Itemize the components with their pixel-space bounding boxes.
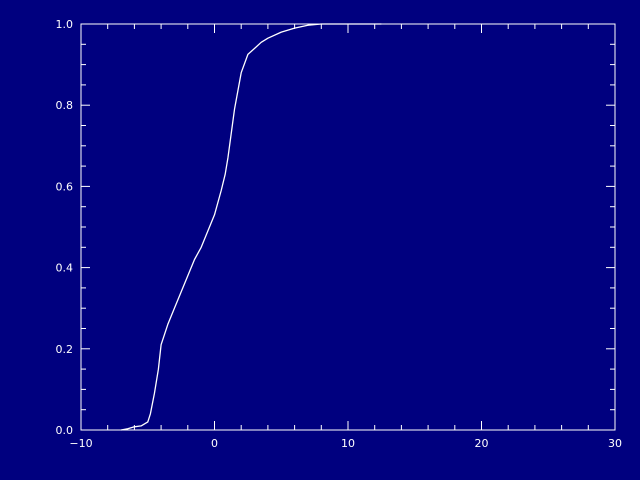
y-tick-label: 0.4 — [56, 262, 74, 275]
x-tick-label: 0 — [211, 437, 218, 450]
x-tick-label: 10 — [341, 437, 355, 450]
major-ticks — [80, 23, 616, 431]
y-tick-label: 1.0 — [56, 18, 74, 31]
minor-ticks — [81, 24, 615, 430]
x-axis-tick-labels: −10 0 10 20 30 — [69, 437, 622, 450]
y-tick-label: 0.6 — [56, 180, 74, 193]
x-tick-label: 20 — [475, 437, 489, 450]
x-tick-label: −10 — [69, 437, 92, 450]
y-tick-label: 0.2 — [56, 343, 74, 356]
series-group — [120, 23, 382, 431]
y-axis-tick-labels: 0.0 0.2 0.4 0.6 0.8 1.0 — [56, 18, 74, 437]
y-tick-label: 0.0 — [56, 424, 74, 437]
x-tick-label: 30 — [608, 437, 622, 450]
series-line — [120, 23, 382, 431]
y-tick-label: 0.8 — [56, 99, 74, 112]
